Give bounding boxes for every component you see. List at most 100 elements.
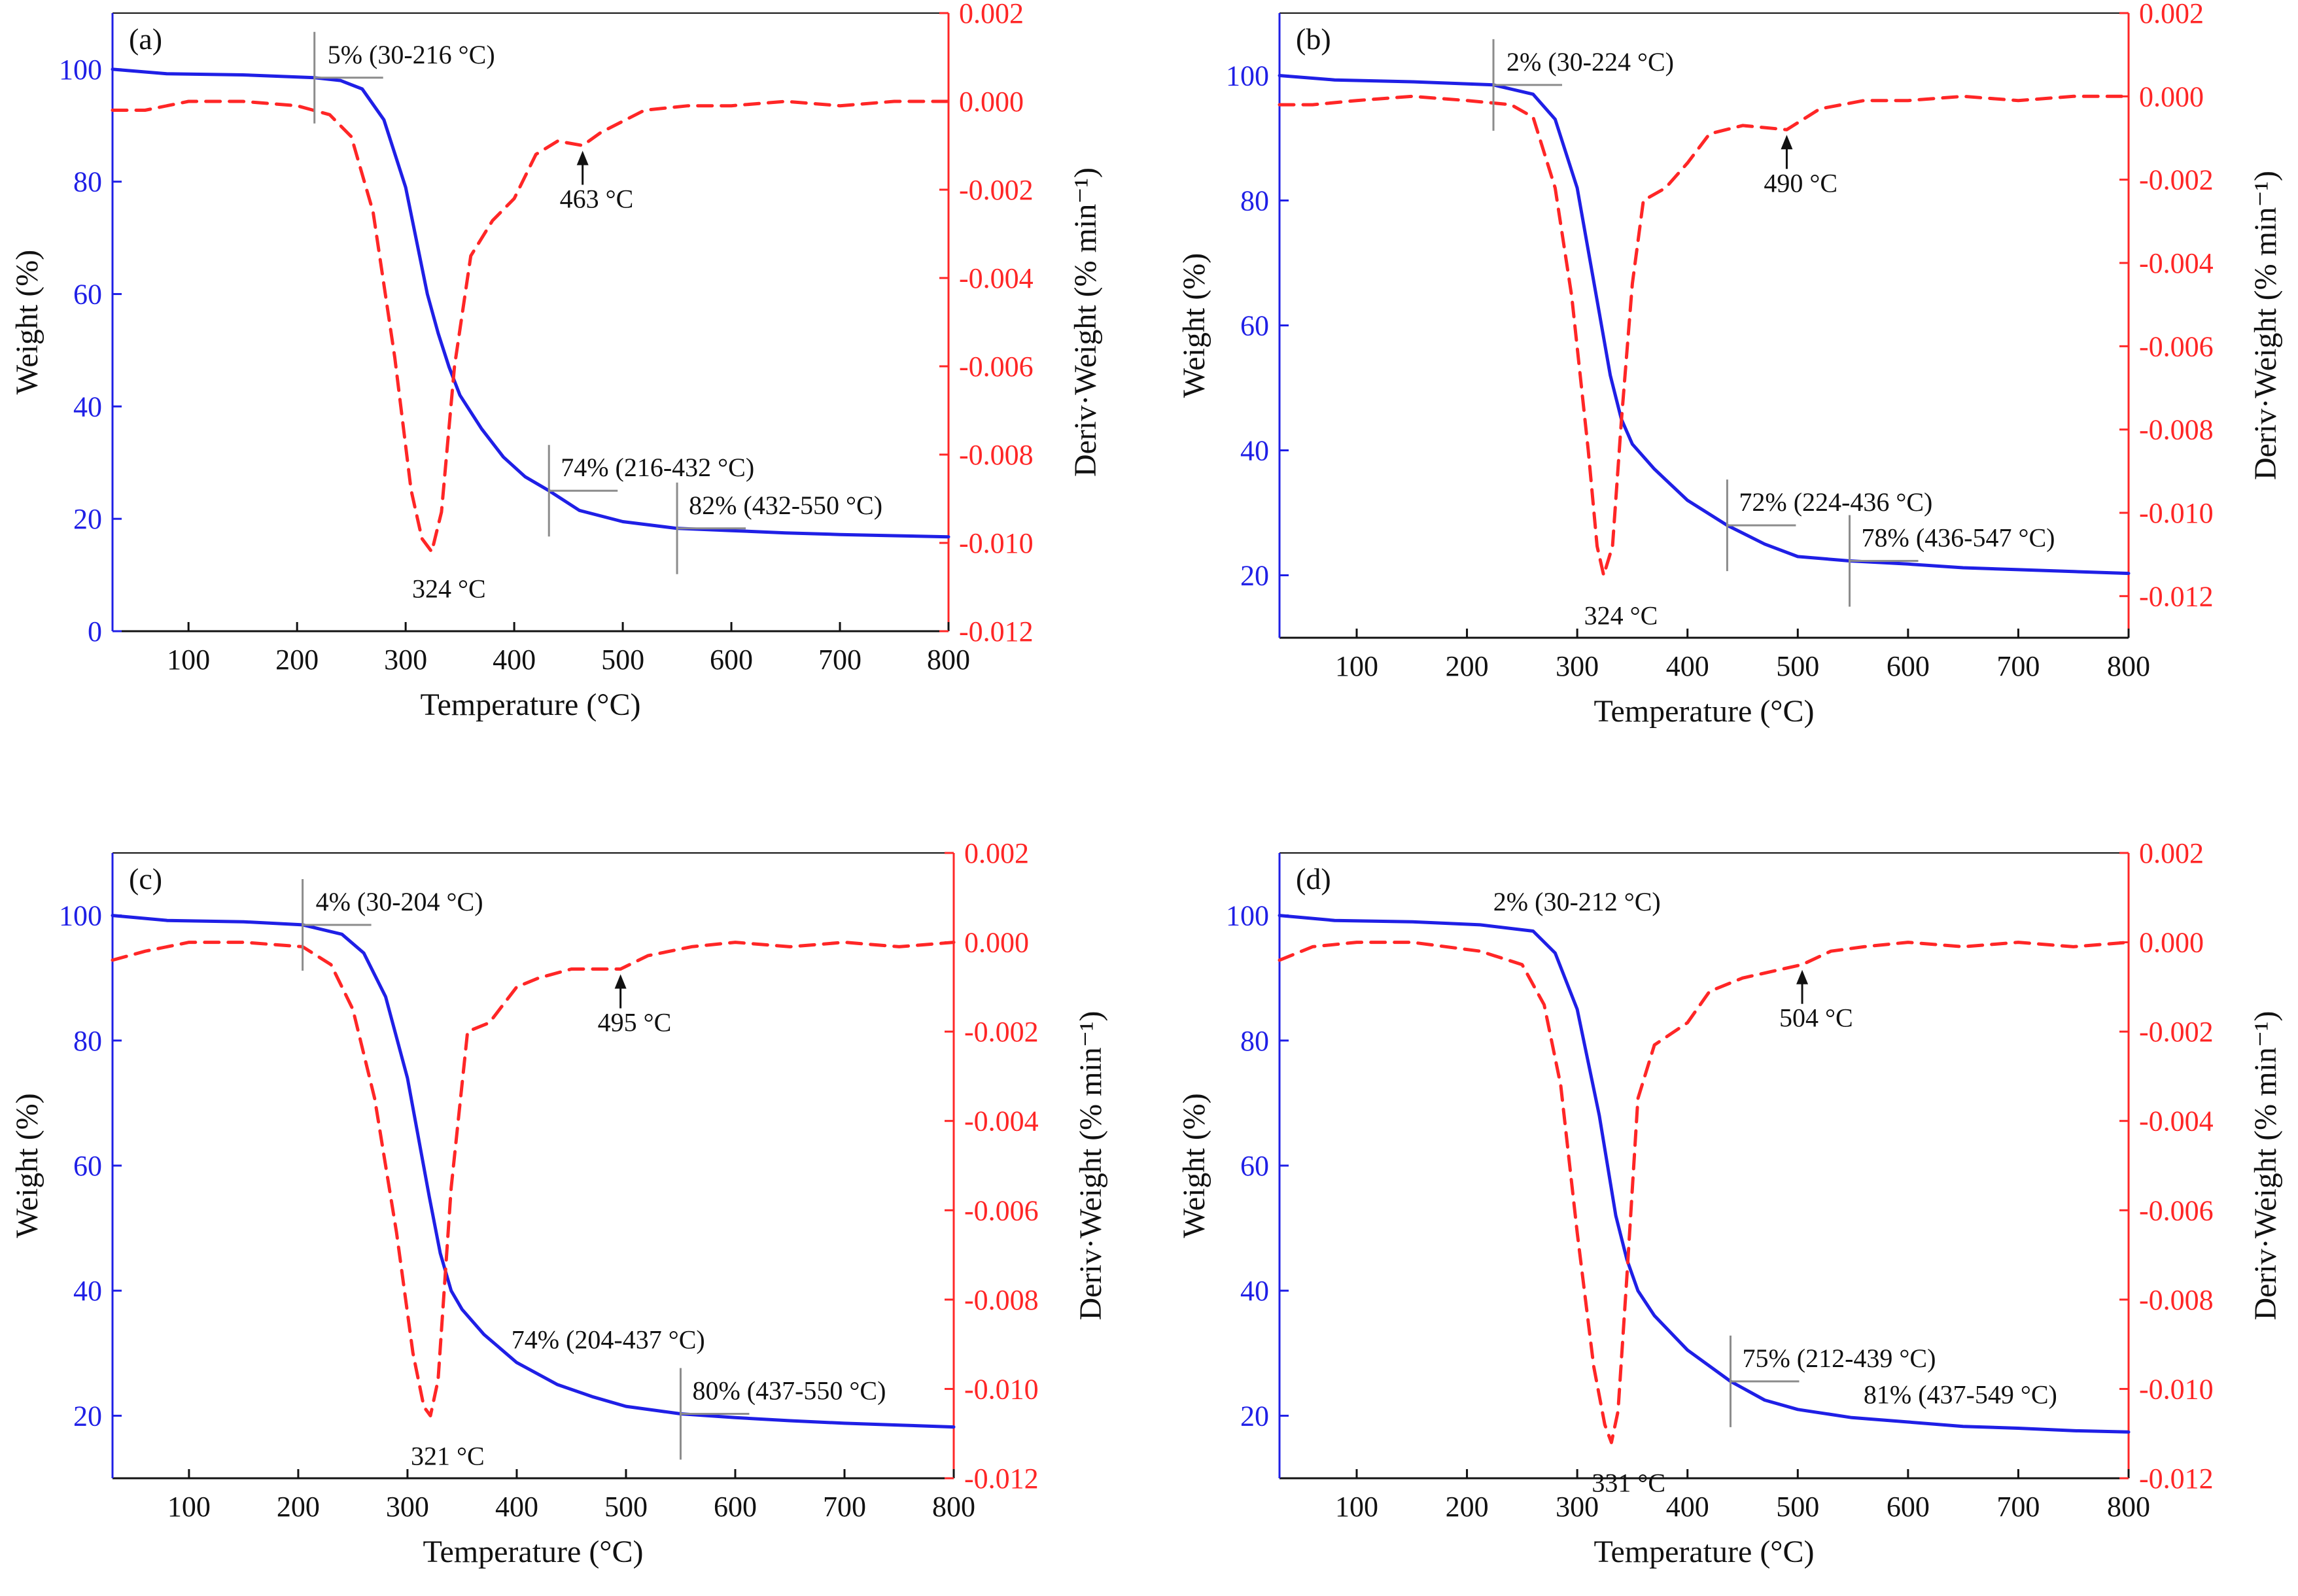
y-tick-label: 0 (88, 616, 102, 648)
x-tick-label: 700 (1996, 650, 2040, 682)
y-axis-title: Weight (%) (1177, 1093, 1211, 1238)
y-tick-label: 60 (1240, 1150, 1269, 1182)
x-tick-label: 800 (2107, 1491, 2150, 1523)
y2-tick-label: 0.000 (964, 927, 1029, 959)
y-tick-label: 40 (1240, 1275, 1269, 1307)
weight-series-line (111, 914, 956, 1429)
panel-label: (d) (1296, 862, 1331, 895)
x-tick-label: 800 (932, 1491, 975, 1523)
y2-tick-label: -0.010 (964, 1373, 1039, 1405)
deriv-weight-series-line (111, 941, 956, 1417)
x-axis-title: Temperature (°C) (420, 687, 640, 722)
annotation-label: 74% (204-437 °C) (512, 1325, 705, 1355)
y2-tick-label: -0.010 (2139, 1373, 2214, 1405)
y-tick-label: 60 (73, 279, 102, 311)
y2-tick-label: 0.002 (959, 0, 1024, 29)
y-tick-label: 80 (1240, 185, 1269, 217)
y2-tick-label: -0.008 (2139, 1284, 2214, 1316)
x-tick-label: 400 (1666, 650, 1709, 682)
deriv-weight-series-line (111, 99, 950, 553)
annotation-label: 74% (216-432 °C) (561, 453, 754, 482)
x-tick-label: 100 (1335, 650, 1378, 682)
x-tick-label: 800 (927, 644, 970, 676)
panel-label: (a) (129, 22, 162, 56)
y2-tick-label: -0.012 (2139, 1463, 2214, 1495)
y-axis-title: Weight (%) (1177, 253, 1211, 398)
weight-series-line (1278, 74, 2131, 576)
y2-tick-label: -0.008 (2139, 414, 2214, 446)
annotation-label: 324 °C (412, 574, 486, 604)
y-tick-label: 20 (1240, 560, 1269, 592)
annotation-arrow-head (1796, 969, 1809, 984)
y-tick-label: 100 (1226, 900, 1269, 932)
y2-tick-label: 0.000 (2139, 927, 2204, 959)
weight-series-line (1278, 914, 2131, 1434)
y2-tick-label: -0.006 (2139, 330, 2214, 362)
x-tick-label: 500 (1776, 650, 1819, 682)
panel-label: (c) (129, 862, 162, 895)
annotation-label: 324 °C (1584, 601, 1658, 631)
y-axis-title: Weight (%) (10, 1093, 44, 1238)
deriv-weight-series-line (1278, 941, 2131, 1444)
y2-tick-label: 0.000 (959, 86, 1024, 118)
y-tick-label: 100 (59, 900, 102, 932)
x-tick-label: 300 (384, 644, 427, 676)
y-tick-label: 40 (73, 390, 102, 423)
annotation-arrow-head (576, 150, 589, 165)
annotation-label: 5% (30-216 °C) (328, 40, 495, 69)
x-tick-label: 200 (275, 644, 319, 676)
y2-tick-label: -0.004 (964, 1105, 1039, 1137)
y-tick-label: 80 (73, 1025, 102, 1057)
y-tick-label: 20 (73, 503, 102, 535)
annotation-label: 78% (436-547 °C) (1862, 523, 2055, 553)
annotation-label: 82% (432-550 °C) (689, 491, 882, 520)
y2-tick-label: -0.012 (2139, 580, 2214, 612)
y2-tick-label: -0.002 (2139, 1016, 2214, 1048)
y2-tick-label: -0.004 (959, 262, 1034, 294)
x-tick-label: 400 (493, 644, 536, 676)
x-tick-label: 700 (818, 644, 862, 676)
x-tick-label: 300 (386, 1491, 429, 1523)
y-tick-label: 60 (73, 1150, 102, 1182)
weight-series-line (111, 67, 950, 539)
y2-tick-label: -0.010 (959, 527, 1034, 559)
y2-tick-label: 0.002 (2139, 0, 2204, 29)
y2-tick-label: -0.004 (2139, 247, 2214, 279)
annotation-label: 495 °C (598, 1008, 672, 1037)
x-tick-label: 500 (1776, 1491, 1819, 1523)
y2-tick-label: -0.008 (959, 439, 1034, 471)
x-tick-label: 400 (495, 1491, 538, 1523)
y2-tick-label: -0.006 (959, 351, 1034, 383)
y2-tick-label: -0.006 (964, 1194, 1039, 1226)
x-tick-label: 600 (714, 1491, 757, 1523)
x-tick-label: 500 (604, 1491, 648, 1523)
annotation-label: 75% (212-439 °C) (1742, 1344, 1936, 1373)
x-tick-label: 300 (1556, 1491, 1599, 1523)
panel-label: (b) (1296, 22, 1331, 56)
annotation-label: 504 °C (1779, 1003, 1853, 1033)
x-axis-title: Temperature (°C) (423, 1535, 643, 1569)
y-tick-label: 40 (73, 1275, 102, 1307)
y-tick-label: 100 (1226, 60, 1269, 92)
annotation-label: 331 °C (1592, 1468, 1665, 1497)
y2-tick-label: -0.006 (2139, 1194, 2214, 1226)
y2-axis-title: Deriv·Weight (% min⁻¹) (1073, 1011, 1108, 1320)
annotation-label: 2% (30-212 °C) (1493, 887, 1661, 916)
tga-panel-c: 100 200 300 400 500 600 700 800 20 40 60 80 100 0.002… (0, 831, 1149, 1596)
x-tick-label: 100 (167, 644, 210, 676)
tga-panel-b: 100 200 300 400 500 600 700 800 20 40 60 80 100 0.002… (1149, 0, 2298, 765)
y-tick-label: 80 (73, 166, 102, 198)
tga-panel-a: 100 200 300 400 500 600 700 800 0 20 40 60 80 100 0.00… (0, 0, 1149, 765)
y2-tick-label: 0.002 (964, 837, 1029, 869)
y2-tick-label: -0.002 (959, 174, 1034, 206)
x-tick-label: 800 (2107, 650, 2150, 682)
annotation-arrow-head (1781, 135, 1793, 150)
annotation-label: 2% (30-224 °C) (1506, 47, 1674, 77)
y2-tick-label: -0.012 (959, 616, 1034, 648)
annotation-label: 80% (437-550 °C) (692, 1376, 886, 1406)
x-tick-label: 700 (1996, 1491, 2040, 1523)
x-tick-label: 700 (823, 1491, 866, 1523)
annotation-label: 463 °C (560, 184, 634, 214)
y-tick-label: 100 (59, 54, 102, 86)
